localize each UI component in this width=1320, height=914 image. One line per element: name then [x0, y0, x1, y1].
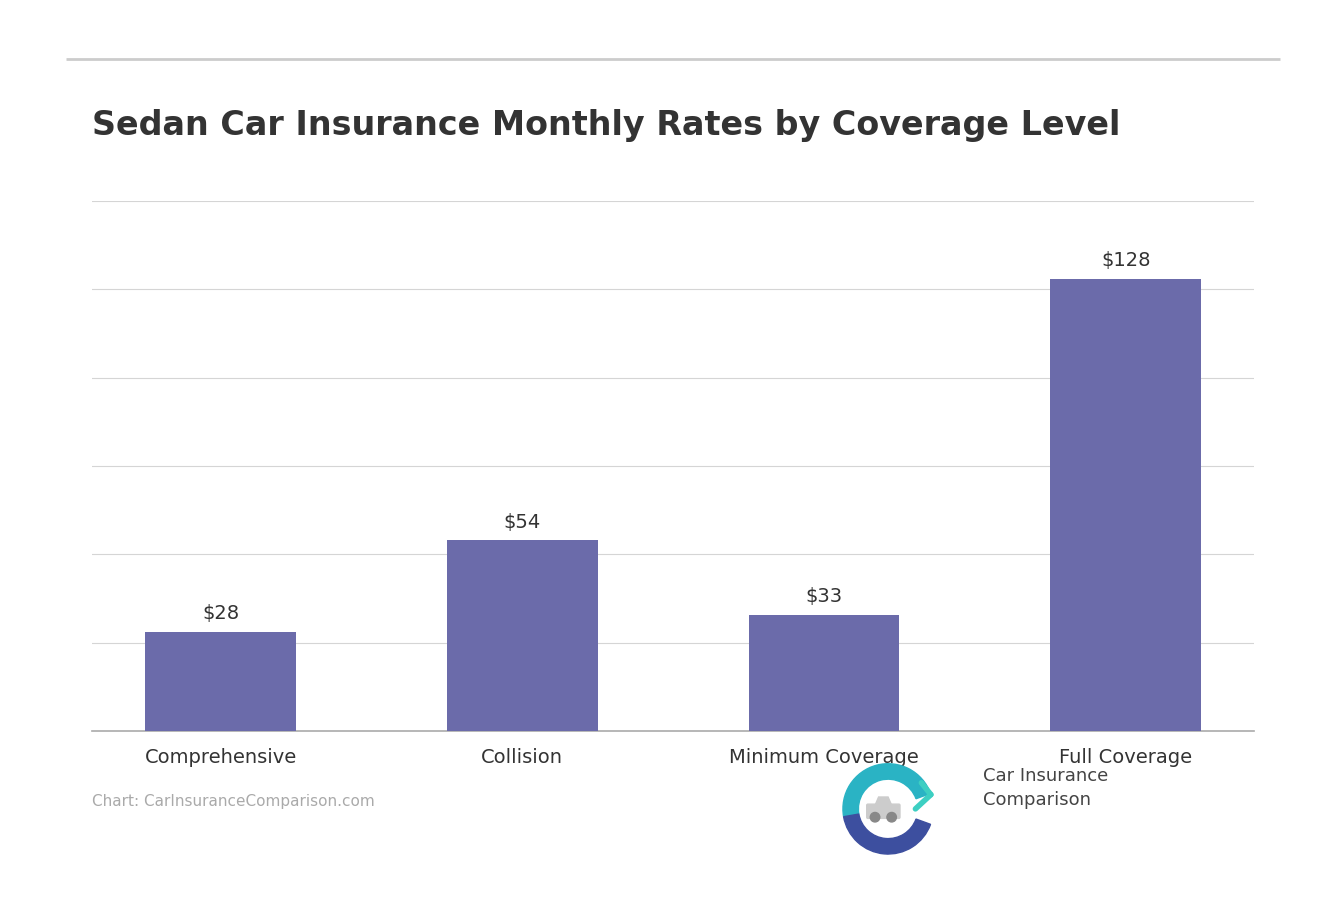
- Text: Car Insurance
Comparison: Car Insurance Comparison: [983, 767, 1109, 809]
- Text: $128: $128: [1101, 251, 1151, 270]
- Bar: [145, 632, 296, 731]
- Wedge shape: [843, 814, 931, 854]
- Wedge shape: [843, 764, 931, 817]
- Circle shape: [870, 813, 879, 822]
- Bar: [1051, 279, 1201, 731]
- Polygon shape: [875, 797, 891, 805]
- FancyBboxPatch shape: [867, 804, 900, 818]
- Bar: [748, 614, 899, 731]
- Circle shape: [887, 813, 896, 822]
- Text: Sedan Car Insurance Monthly Rates by Coverage Level: Sedan Car Insurance Monthly Rates by Cov…: [92, 109, 1121, 142]
- Text: Chart: CarInsuranceComparison.com: Chart: CarInsuranceComparison.com: [92, 794, 375, 809]
- Bar: [447, 540, 598, 731]
- Text: $33: $33: [805, 587, 842, 606]
- Text: $54: $54: [504, 513, 541, 532]
- Text: $28: $28: [202, 604, 239, 623]
